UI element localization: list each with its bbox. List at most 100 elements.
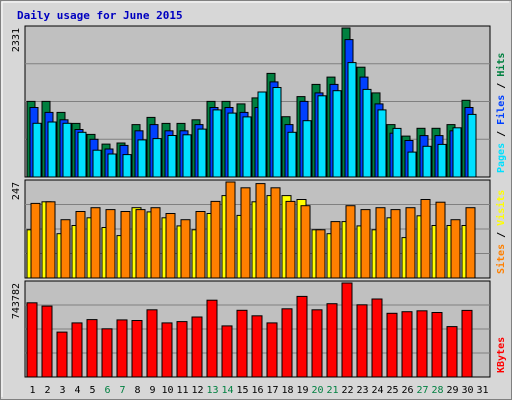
sites-bar-day-20	[315, 229, 326, 279]
day-label: 4	[74, 385, 80, 396]
side-label-part: Files	[495, 95, 507, 125]
day-label: 9	[149, 385, 155, 396]
kbytes-bar-day-20	[311, 309, 323, 378]
pages-bar-day-11	[182, 134, 192, 178]
pages-bar-day-27	[422, 145, 432, 178]
pages-bar-day-1	[32, 122, 42, 178]
kbytes-bar-day-10	[161, 322, 173, 378]
day-label: 23	[356, 385, 368, 396]
panel-max-label: 743782	[11, 283, 22, 319]
pages-bar-day-5	[92, 149, 102, 178]
pages-bar-day-17	[272, 87, 282, 178]
pages-bar-day-2	[47, 121, 57, 178]
kbytes-bar-day-24	[371, 298, 383, 378]
day-label: 16	[251, 385, 263, 396]
sites-bar-day-29	[450, 219, 461, 279]
kbytes-bar-day-21	[326, 303, 338, 378]
kbytes-bar-day-18	[281, 308, 293, 378]
pages-bar-day-6	[107, 153, 117, 178]
kbytes-bar-day-27	[416, 310, 428, 378]
day-label: 1	[29, 385, 35, 396]
kbytes-bar-day-4	[71, 322, 83, 378]
side-label-part: /	[496, 125, 507, 143]
day-label: 30	[461, 385, 473, 396]
pages-bar-day-3	[62, 122, 72, 178]
kbytes-bar-day-14	[221, 325, 233, 378]
day-labels: 1 2 3 4 5 6 7 8 9 10 11 12 13 14 15 16 17 18 19 20 21 22 23 24 2…	[29, 385, 488, 396]
pages-bar-day-4	[77, 131, 87, 178]
kbytes-bar-day-17	[266, 322, 278, 378]
day-label: 29	[446, 385, 458, 396]
day-label: 12	[191, 385, 203, 396]
kbytes-bar-day-30	[461, 309, 473, 378]
pages-bar-day-16	[257, 91, 267, 178]
pages-bar-day-23	[362, 88, 372, 178]
kbytes-bar-day-23	[356, 304, 368, 378]
day-label: 8	[134, 385, 140, 396]
pages-bar-day-26	[407, 151, 417, 178]
day-label: 14	[221, 385, 233, 396]
day-label: 6	[104, 385, 110, 396]
sites-bar-day-6	[105, 209, 116, 279]
day-label: 21	[326, 385, 338, 396]
pages-bar-day-7	[122, 154, 132, 178]
side-label-part: Sites	[495, 244, 507, 274]
kbytes-bar-day-26	[401, 311, 413, 378]
sites-bar-day-8	[135, 209, 146, 279]
sites-bar-day-17	[270, 187, 281, 279]
day-label: 15	[236, 385, 248, 396]
pages-bar-day-10	[167, 135, 177, 178]
kbytes-bar-day-5	[86, 319, 98, 378]
day-label: 27	[416, 385, 428, 396]
sites-bar-day-22	[345, 205, 356, 279]
pages-bar-day-20	[317, 95, 327, 178]
day-label: 19	[296, 385, 308, 396]
pages-bar-day-19	[302, 120, 312, 178]
sites-bar-day-10	[165, 213, 176, 279]
pages-bar-day-29	[452, 127, 462, 178]
sites-bar-day-2	[45, 201, 56, 279]
sites-bar-day-14	[225, 181, 236, 279]
sites-bar-day-13	[210, 200, 221, 279]
pages-bar-day-8	[137, 139, 147, 178]
sites-bar-day-11	[180, 219, 191, 279]
day-label: 10	[161, 385, 173, 396]
day-label: 26	[401, 385, 413, 396]
pages-bar-day-18	[287, 131, 297, 178]
pages-bar-day-13	[212, 109, 222, 178]
sites-bar-day-27	[420, 199, 431, 279]
day-label: 28	[431, 385, 443, 396]
sites-bar-day-15	[240, 187, 251, 279]
pages-bar-day-12	[197, 128, 207, 178]
kbytes-bar-day-12	[191, 316, 203, 378]
day-label: 3	[59, 385, 65, 396]
pages-bar-day-30	[467, 113, 477, 178]
sites-bar-day-16	[255, 183, 266, 279]
kbytes-bar-day-22	[341, 282, 353, 378]
sites-bar-day-9	[150, 207, 161, 279]
kbytes-bar-day-3	[56, 331, 68, 378]
panel-kbytes: 743782 KBytes	[11, 280, 507, 378]
sites-bar-day-23	[360, 209, 371, 279]
pages-bar-day-9	[152, 138, 162, 178]
kbytes-bar-day-7	[116, 319, 128, 378]
sites-bar-day-28	[435, 201, 446, 279]
day-label: 11	[176, 385, 188, 396]
sites-bar-day-25	[390, 209, 401, 279]
day-label: 5	[89, 385, 95, 396]
kbytes-bar-day-11	[176, 321, 188, 378]
panel-side-label: Sites / Visits	[495, 190, 507, 274]
sites-bar-day-5	[90, 207, 101, 279]
panel-side-label: KBytes	[496, 337, 507, 373]
kbytes-bar-day-6	[101, 328, 113, 378]
day-label: 25	[386, 385, 398, 396]
day-label: 20	[311, 385, 323, 396]
kbytes-bar-day-9	[146, 309, 158, 378]
pages-bar-day-25	[392, 127, 402, 178]
day-label: 31	[476, 385, 488, 396]
sites-bar-day-24	[375, 207, 386, 279]
sites-bar-day-26	[405, 207, 416, 279]
sites-bar-day-18	[285, 200, 296, 279]
